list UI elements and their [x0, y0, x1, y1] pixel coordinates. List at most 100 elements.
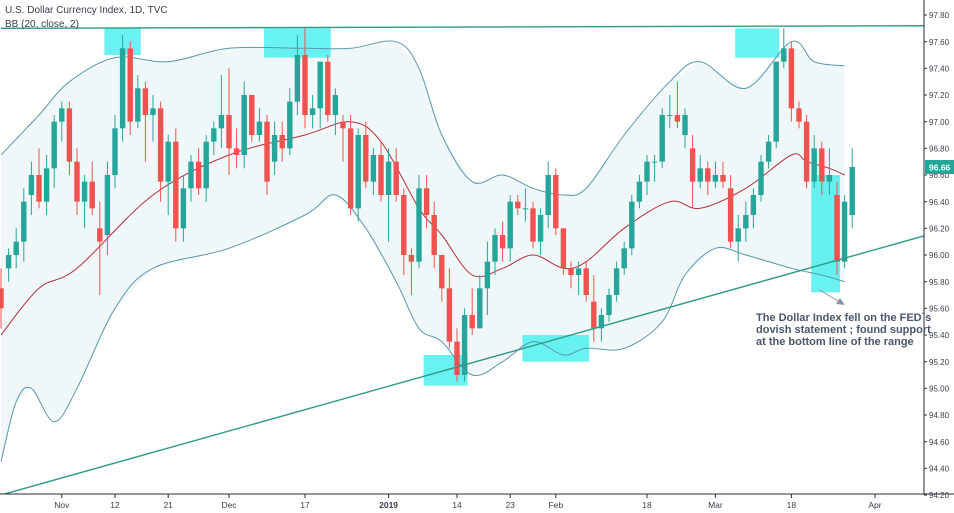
candle-62[interactable] [469, 288, 475, 335]
candle-78[interactable] [591, 275, 597, 342]
candle-44[interactable] [332, 88, 339, 135]
candle-108[interactable] [819, 141, 825, 195]
candle-29[interactable] [218, 75, 225, 149]
candle-83[interactable] [629, 195, 635, 255]
candle-38[interactable] [287, 88, 293, 155]
candle-80[interactable] [606, 288, 612, 322]
candle-106[interactable] [803, 115, 810, 189]
candle-37[interactable] [279, 121, 285, 162]
candle-28[interactable] [211, 121, 217, 155]
candle-63[interactable] [477, 275, 483, 329]
candle-54[interactable] [408, 248, 415, 295]
candle-109[interactable] [826, 148, 833, 195]
candle-22[interactable] [165, 135, 171, 215]
candle-85[interactable] [644, 155, 650, 195]
candle-25[interactable] [188, 155, 194, 202]
candle-4[interactable] [28, 161, 35, 215]
candle-88[interactable] [667, 95, 673, 129]
candle-13[interactable] [97, 201, 103, 295]
candle-61[interactable] [461, 308, 468, 382]
candle-64[interactable] [484, 241, 491, 315]
candle-5[interactable] [36, 148, 42, 209]
candle-89[interactable] [674, 81, 681, 129]
candle-52[interactable] [393, 148, 399, 202]
candle-15[interactable] [112, 115, 118, 189]
candle-24[interactable] [180, 175, 187, 242]
candle-104[interactable] [788, 41, 795, 122]
candle-110[interactable] [834, 181, 840, 275]
candle-55[interactable] [416, 175, 422, 269]
candle-45[interactable] [340, 115, 346, 162]
candle-17[interactable] [127, 41, 133, 135]
candle-34[interactable] [256, 108, 263, 142]
candle-26[interactable] [195, 148, 202, 195]
candle-3[interactable] [21, 188, 27, 262]
candle-73[interactable] [553, 168, 559, 235]
candle-30[interactable] [226, 68, 232, 175]
candle-93[interactable] [705, 161, 711, 195]
candle-111[interactable] [841, 195, 848, 269]
candle-67[interactable] [507, 195, 513, 262]
candle-103[interactable] [781, 28, 787, 69]
candle-71[interactable] [537, 208, 544, 255]
candle-98[interactable] [743, 201, 749, 242]
candle-48[interactable] [363, 121, 369, 189]
candle-94[interactable] [712, 161, 719, 189]
candle-101[interactable] [765, 135, 772, 169]
candle-23[interactable] [173, 128, 179, 242]
candle-84[interactable] [636, 175, 643, 209]
candle-92[interactable] [697, 155, 703, 189]
candle-96[interactable] [727, 175, 734, 249]
candle-51[interactable] [385, 148, 392, 242]
candle-57[interactable] [431, 201, 437, 269]
candle-11[interactable] [81, 175, 88, 229]
candle-72[interactable] [545, 161, 551, 229]
candle-41[interactable] [309, 95, 316, 129]
candle-39[interactable] [294, 35, 301, 115]
candle-76[interactable] [575, 261, 582, 295]
candle-10[interactable] [74, 148, 80, 215]
candle-40[interactable] [302, 28, 308, 129]
candle-14[interactable] [104, 161, 111, 255]
candle-47[interactable] [355, 128, 361, 222]
candle-95[interactable] [720, 161, 726, 189]
candle-70[interactable] [530, 201, 536, 249]
candle-12[interactable] [89, 161, 95, 215]
candle-112[interactable] [849, 148, 855, 229]
candle-81[interactable] [613, 261, 620, 302]
candle-1[interactable] [5, 248, 12, 282]
candle-56[interactable] [423, 175, 430, 229]
candle-21[interactable] [157, 101, 164, 202]
candle-74[interactable] [560, 228, 567, 275]
candle-35[interactable] [264, 115, 270, 195]
candle-100[interactable] [758, 155, 764, 202]
candle-2[interactable] [13, 228, 19, 269]
candle-107[interactable] [811, 135, 817, 189]
candle-59[interactable] [446, 268, 453, 349]
candle-8[interactable] [59, 101, 65, 142]
candle-6[interactable] [43, 155, 50, 215]
candle-79[interactable] [598, 308, 605, 342]
candle-97[interactable] [735, 215, 741, 262]
candle-9[interactable] [66, 101, 73, 175]
candle-66[interactable] [499, 221, 506, 262]
candle-58[interactable] [439, 255, 445, 302]
candle-91[interactable] [689, 135, 696, 209]
candle-75[interactable] [568, 261, 574, 289]
candle-0[interactable] [0, 268, 4, 329]
candle-43[interactable] [325, 55, 331, 122]
candle-31[interactable] [233, 128, 240, 169]
candle-68[interactable] [515, 195, 521, 215]
candle-20[interactable] [150, 95, 156, 142]
candle-49[interactable] [370, 148, 377, 195]
candle-69[interactable] [522, 188, 529, 222]
candle-27[interactable] [203, 135, 209, 202]
candle-105[interactable] [796, 101, 802, 129]
candle-18[interactable] [135, 75, 141, 129]
candle-82[interactable] [621, 241, 627, 275]
candle-90[interactable] [682, 108, 688, 149]
candle-86[interactable] [651, 155, 658, 182]
candle-77[interactable] [583, 261, 589, 302]
